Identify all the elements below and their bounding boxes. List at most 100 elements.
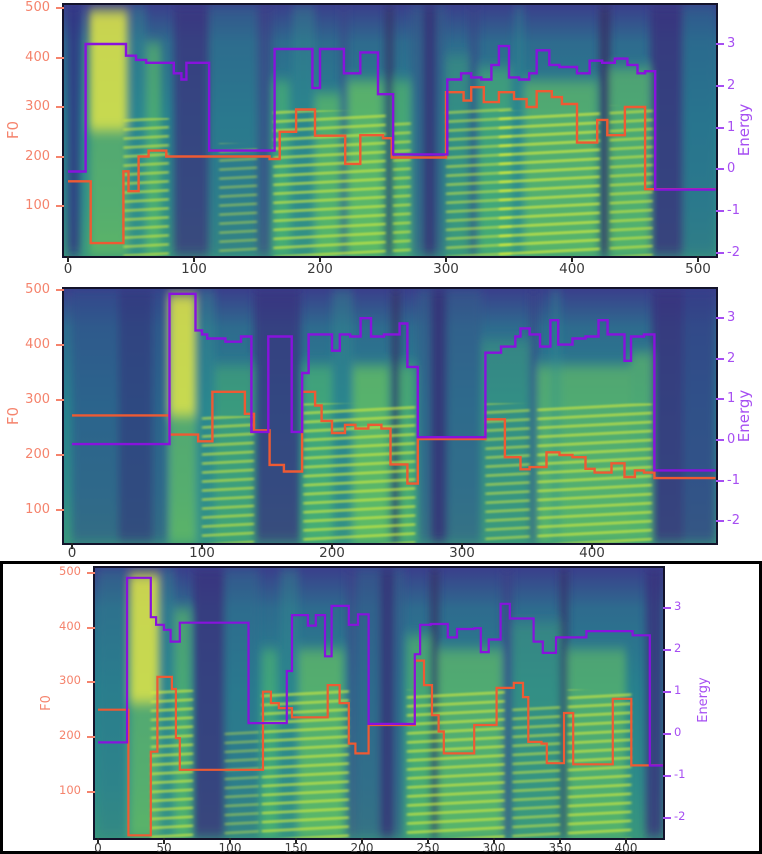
f0-curve	[68, 86, 716, 245]
energy-tick-label: 0	[727, 432, 736, 447]
energy-tick-label: 1	[727, 119, 736, 135]
energy-tick-mark	[716, 252, 724, 254]
energy-curve	[72, 292, 716, 472]
f0-tick-label: 500	[25, 0, 50, 15]
f0-curve	[72, 390, 716, 485]
x-tick-label: 100	[189, 545, 215, 561]
x-tick-mark	[571, 256, 573, 262]
x-tick-label: 0	[94, 841, 102, 854]
energy-tick-mark	[663, 817, 671, 819]
x-tick-label: 200	[307, 261, 333, 277]
x-tick-mark	[697, 256, 699, 262]
f0-tick-label: 500	[25, 282, 50, 297]
harmonic-stripes	[202, 403, 652, 543]
f0-tick-label: 100	[59, 782, 81, 797]
energy-tick-label: -2	[727, 513, 740, 529]
f0-tick-label: 200	[25, 447, 50, 462]
energy-tick-label: 2	[727, 350, 736, 366]
energy-tick-label: 3	[727, 310, 736, 326]
energy-tick-mark	[716, 479, 724, 482]
energy-tick-label: 3	[727, 36, 736, 51]
f0-tick-mark	[56, 7, 64, 9]
x-tick-label: 500	[685, 261, 711, 277]
f0-tick-mark	[56, 56, 64, 59]
f0-tick-label: 500	[59, 564, 81, 579]
energy-axis-title: Energy	[695, 677, 711, 723]
x-tick-label: 350	[548, 841, 572, 854]
x-tick-mark	[319, 256, 321, 262]
energy-tick-label: 0	[727, 161, 736, 177]
f0-tick-label: 300	[25, 99, 50, 114]
energy-curve	[68, 42, 716, 191]
x-tick-label: 0	[67, 545, 77, 561]
f0-axis-title: F0	[4, 406, 22, 426]
f0-tick-mark	[56, 205, 64, 207]
f0-tick-mark	[87, 572, 95, 575]
x-tick-label: 100	[218, 841, 242, 854]
energy-tick-label: -2	[674, 809, 686, 823]
x-tick-label: 400	[579, 545, 605, 561]
energy-curve	[98, 576, 663, 767]
x-tick-mark	[295, 838, 297, 844]
spectrogram-panel-2	[64, 289, 716, 543]
x-tick-mark	[559, 838, 561, 844]
f0-axis-title: F0	[4, 120, 22, 140]
energy-tick-label: -1	[727, 472, 740, 488]
energy-tick-mark	[716, 398, 724, 401]
x-tick-mark	[331, 543, 333, 549]
x-tick-mark	[229, 838, 231, 844]
f0-tick-mark	[56, 509, 64, 511]
x-tick-mark	[591, 543, 593, 549]
f0-tick-mark	[87, 736, 95, 738]
f0-tick-mark	[56, 289, 64, 291]
f0-tick-label: 400	[25, 49, 50, 65]
f0-tick-mark	[87, 681, 95, 684]
energy-tick-label: -1	[727, 203, 740, 219]
energy-tick-mark	[716, 210, 724, 213]
x-tick-mark	[361, 838, 363, 844]
energy-tick-label: 1	[727, 391, 736, 407]
energy-tick-mark	[716, 317, 724, 320]
x-tick-label: 0	[63, 261, 73, 277]
x-tick-mark	[193, 256, 195, 262]
energy-tick-mark	[716, 168, 724, 171]
energy-tick-label: 0	[674, 725, 682, 739]
x-tick-label: 300	[449, 545, 475, 561]
f0-axis-title: F0	[38, 695, 54, 711]
energy-tick-mark	[716, 357, 724, 360]
x-tick-mark	[461, 543, 463, 549]
energy-tick-mark	[716, 520, 724, 523]
x-tick-label: 400	[614, 841, 638, 854]
energy-axis-title: Energy	[735, 389, 753, 443]
f0-tick-mark	[56, 454, 64, 456]
x-tick-mark	[427, 838, 429, 844]
x-tick-label: 400	[559, 261, 585, 277]
f0-tick-mark	[56, 399, 64, 401]
energy-axis-title: Energy	[735, 103, 753, 157]
energy-tick-mark	[716, 439, 724, 441]
x-tick-label: 150	[284, 841, 308, 854]
energy-tick-label: -2	[727, 245, 740, 260]
energy-tick-label: 2	[727, 77, 736, 93]
f0-tick-label: 400	[59, 618, 81, 633]
x-tick-label: 300	[433, 261, 459, 277]
x-tick-label: 200	[319, 545, 345, 561]
f0-tick-label: 300	[25, 392, 50, 407]
energy-tick-label: 2	[674, 641, 682, 655]
energy-tick-mark	[716, 84, 724, 87]
f0-tick-label: 100	[25, 502, 50, 517]
x-tick-mark	[201, 543, 203, 549]
harmonic-stripes	[123, 105, 653, 256]
harmonic-stripes	[150, 689, 632, 838]
f0-tick-mark	[87, 790, 95, 793]
x-tick-mark	[445, 256, 447, 262]
energy-tick-mark	[716, 126, 724, 129]
energy-tick-mark	[663, 733, 671, 735]
spectrogram-panel-1	[64, 5, 716, 256]
x-tick-mark	[163, 838, 165, 844]
x-tick-mark	[625, 838, 627, 844]
energy-tick-mark	[663, 607, 671, 609]
x-tick-label: 250	[416, 841, 440, 854]
spectrogram-panel-3	[95, 568, 663, 838]
